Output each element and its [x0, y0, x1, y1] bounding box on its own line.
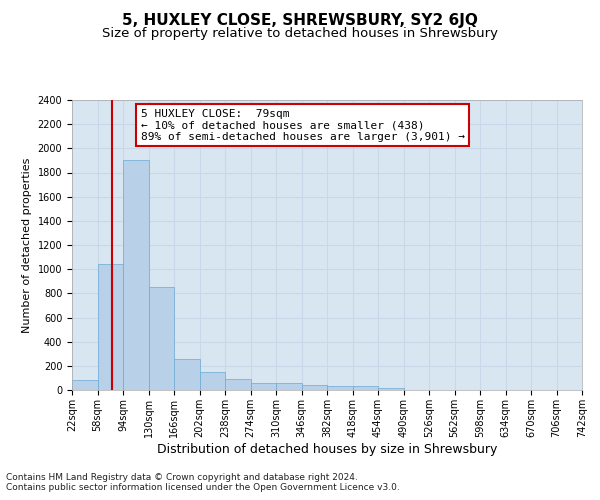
Text: Size of property relative to detached houses in Shrewsbury: Size of property relative to detached ho… [102, 28, 498, 40]
Text: 5 HUXLEY CLOSE:  79sqm
← 10% of detached houses are smaller (438)
89% of semi-de: 5 HUXLEY CLOSE: 79sqm ← 10% of detached … [141, 108, 465, 142]
Bar [327, 386, 353, 390]
Text: Contains public sector information licensed under the Open Government Licence v3: Contains public sector information licen… [6, 484, 400, 492]
Y-axis label: Number of detached properties: Number of detached properties [22, 158, 32, 332]
Bar [276, 384, 302, 390]
Bar [174, 358, 199, 390]
Bar [72, 380, 97, 390]
Bar [123, 160, 149, 390]
Bar [302, 384, 327, 390]
Bar [225, 379, 251, 390]
Bar [353, 386, 378, 390]
X-axis label: Distribution of detached houses by size in Shrewsbury: Distribution of detached houses by size … [157, 442, 497, 456]
Bar [199, 372, 225, 390]
Text: 5, HUXLEY CLOSE, SHREWSBURY, SY2 6JQ: 5, HUXLEY CLOSE, SHREWSBURY, SY2 6JQ [122, 12, 478, 28]
Bar [149, 288, 174, 390]
Text: Contains HM Land Registry data © Crown copyright and database right 2024.: Contains HM Land Registry data © Crown c… [6, 474, 358, 482]
Bar [251, 384, 276, 390]
Bar [97, 264, 123, 390]
Bar [378, 388, 404, 390]
